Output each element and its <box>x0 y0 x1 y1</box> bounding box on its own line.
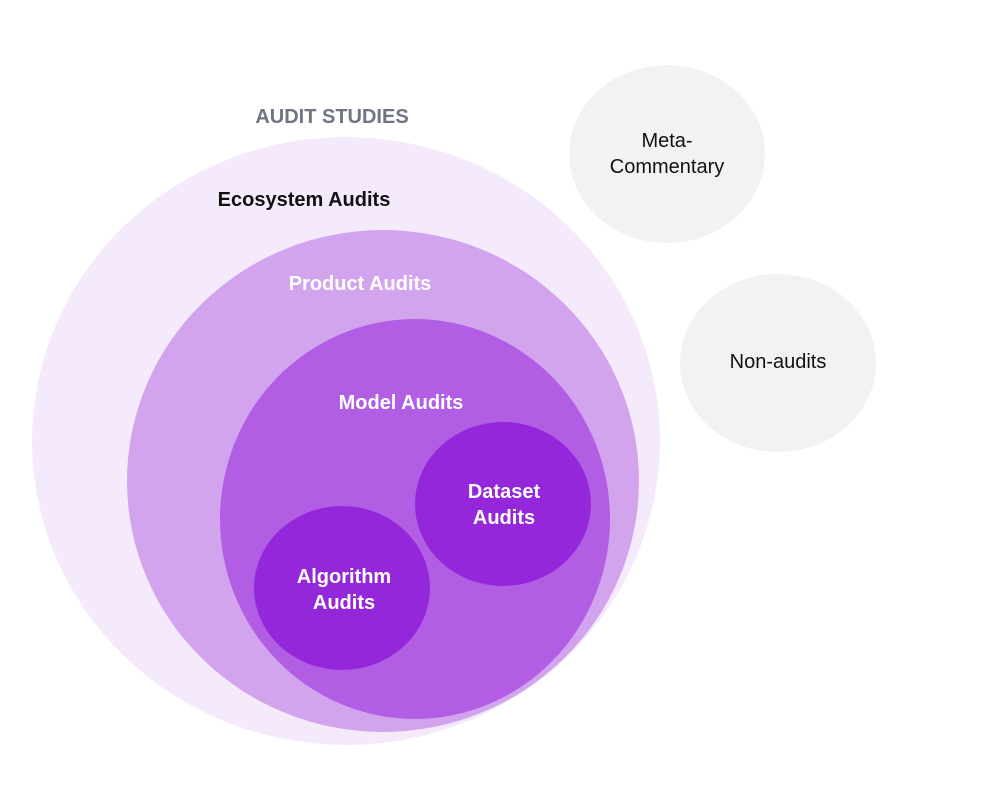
dataset-audits-label: Dataset Audits <box>467 481 541 529</box>
diagram-title: AUDIT STUDIES <box>255 106 409 128</box>
non-audits-label: Non-audits <box>729 351 827 373</box>
algorithm-audits-circle <box>254 506 430 670</box>
algorithm-audits-label: Algorithm Audits <box>296 566 392 614</box>
dataset-audits-circle <box>415 422 591 586</box>
meta-commentary-circle <box>569 65 765 243</box>
meta-commentary-label: Meta- Commentary <box>609 130 725 178</box>
ecosystem-audits-label: Ecosystem Audits <box>217 189 391 211</box>
product-audits-label: Product Audits <box>288 273 432 295</box>
non-audits-circle <box>680 274 876 452</box>
model-audits-label: Model Audits <box>338 392 464 414</box>
